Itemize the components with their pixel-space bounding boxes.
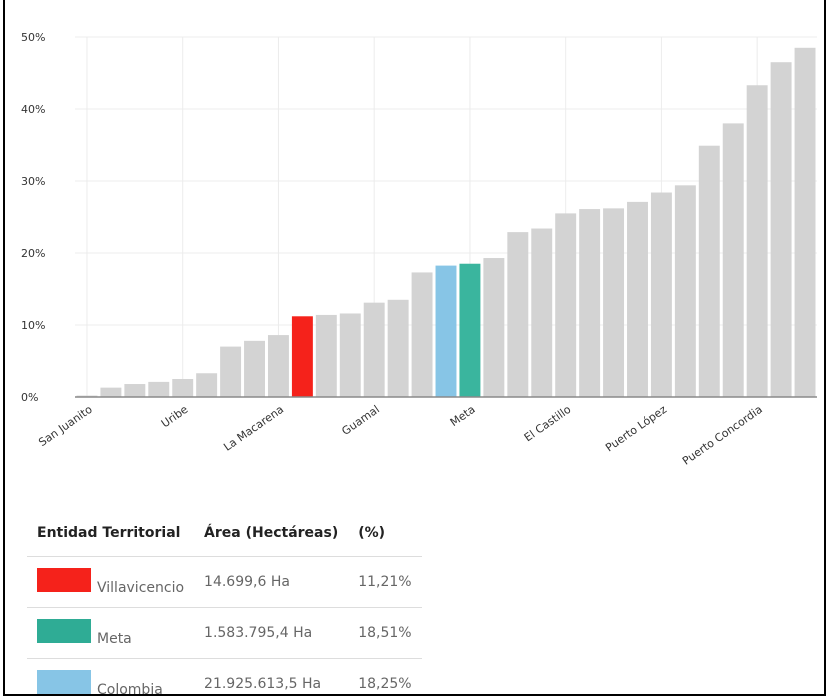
bar: [220, 346, 242, 397]
x-tick-label: Guamal: [339, 403, 381, 438]
color-swatch: [37, 670, 91, 694]
bar-chart: 0% 10% 20% 30% 40% 50% San Juanito Uribe La Maca…: [21, 31, 817, 468]
bar: [267, 335, 289, 397]
bar: [507, 232, 529, 397]
entity-cell: Meta: [27, 607, 195, 659]
percent-cell: 11,21%: [348, 556, 422, 608]
bar: [627, 201, 648, 397]
bar: [483, 258, 505, 397]
percent-cell: 18,25%: [348, 658, 422, 694]
area-cell: 14.699,6 Ha: [194, 556, 349, 608]
header-entity: Entidad Territorial: [27, 510, 195, 557]
bar: [650, 192, 672, 397]
table-row: Villavicencio 14.699,6 Ha 11,21%: [27, 556, 422, 608]
x-tick-label: Uribe: [159, 403, 191, 431]
x-tick-label: San Juanito: [36, 403, 95, 449]
color-swatch: [37, 619, 91, 643]
percent-cell: 18,51%: [348, 607, 422, 659]
bar: [339, 313, 361, 397]
chart-panel: 0% 10% 20% 30% 40% 50% San Juanito Uribe La Maca…: [3, 0, 826, 696]
header-percent: (%): [348, 510, 422, 557]
bar: [291, 316, 313, 397]
y-tick-label: 20%: [21, 247, 45, 260]
header-area: Área (Hectáreas): [194, 510, 349, 557]
area-cell: 21.925.613,5 Ha: [194, 658, 349, 694]
area-cell: 1.583.795,4 Ha: [194, 607, 349, 659]
x-tick-label: Puerto López: [603, 403, 669, 455]
entity-name: Meta: [97, 631, 132, 647]
entity-name: Villavicencio: [97, 580, 185, 596]
x-tick-label: Puerto Concordia: [680, 403, 765, 468]
bar: [603, 208, 625, 397]
entity-cell: Colombia: [27, 658, 195, 696]
bar: [722, 123, 744, 398]
bar: [698, 145, 720, 397]
bar: [148, 381, 170, 397]
bar: [531, 228, 553, 397]
bar: [459, 263, 481, 397]
bar: [411, 272, 433, 397]
bar: [435, 265, 457, 397]
bar: [172, 379, 194, 397]
bar: [363, 302, 385, 397]
bar: [579, 209, 601, 397]
axis-layer: 0% 10% 20% 30% 40% 50% San Juanito Uribe La Maca…: [21, 31, 817, 468]
y-tick-label: 10%: [21, 319, 45, 332]
bar: [124, 384, 146, 397]
bar: [244, 340, 265, 397]
y-tick-label: 50%: [21, 31, 45, 44]
x-tick-label: Meta: [448, 403, 478, 429]
table-row: Colombia 21.925.613,5 Ha 18,25%: [27, 658, 422, 696]
table-row: Meta 1.583.795,4 Ha 18,51%: [27, 607, 422, 659]
entity-cell: Villavicencio: [27, 556, 195, 608]
bars-layer: [76, 47, 816, 398]
y-tick-label: 0%: [21, 391, 38, 404]
x-tick-label: El Castillo: [522, 403, 574, 445]
bar: [794, 47, 816, 398]
y-tick-label: 40%: [21, 103, 45, 116]
bar: [555, 213, 577, 397]
entity-name: Colombia: [97, 682, 163, 696]
bar: [100, 387, 122, 397]
bar: [196, 373, 218, 397]
x-tick-label: La Macarena: [221, 403, 286, 454]
y-tick-label: 30%: [21, 175, 45, 188]
bar: [674, 185, 696, 397]
bar: [315, 314, 337, 397]
bar: [746, 85, 768, 398]
color-swatch: [37, 568, 91, 592]
bar: [387, 299, 409, 397]
legend-table: Entidad Territorial Área (Hectáreas) (%)…: [27, 510, 422, 696]
bar: [770, 62, 792, 397]
